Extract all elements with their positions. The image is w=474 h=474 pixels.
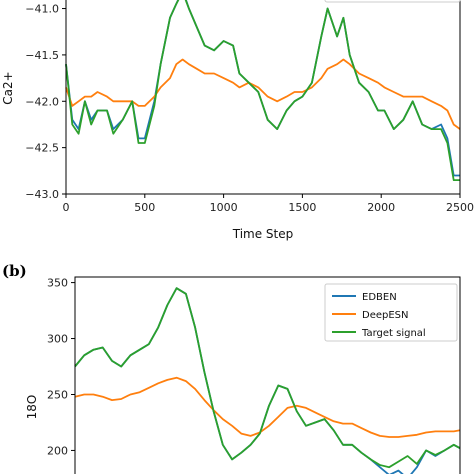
chart-b-series-2-line: [74, 287, 461, 469]
chart-a-xtick-label: 500: [134, 201, 155, 214]
chart-panel-a: 0 500 1000 1500 2000 2500 −43.0 −42.5 −42.0 −41.5…: [1, 0, 474, 241]
chart-b-legend-label-0: EDBEN: [362, 292, 397, 303]
chart-a-series-0-line: [65, 0, 460, 177]
chart-b-axes-frame: [74, 276, 461, 474]
chart-b-ticks: 200 250 300 350: [47, 277, 75, 457]
chart-a-ytick-label: −41.0: [25, 3, 59, 16]
chart-b-series-1-line: [74, 376, 461, 438]
chart-a-ytick-label: −43.0: [25, 188, 59, 201]
chart-b-ytick-label: 350: [47, 277, 68, 290]
chart-b-ytick-label: 200: [47, 444, 68, 457]
chart-a-xtick-label: 2000: [367, 201, 395, 214]
chart-a-xlabel: Time Step: [232, 227, 294, 241]
chart-a-xtick-label: 1500: [288, 201, 316, 214]
chart-b-ytick-label: 300: [47, 333, 68, 346]
chart-a-ytick-label: −42.5: [25, 142, 59, 155]
chart-b-legend-label-1: DeepESN: [362, 310, 409, 321]
chart-a-ytick-label: −42.0: [25, 95, 59, 108]
chart-a-xtick-label: 2500: [446, 201, 474, 214]
chart-a-axes-frame: [65, 0, 461, 195]
chart-a-xtick-label: 0: [63, 201, 70, 214]
chart-a-series-2-line: [65, 0, 460, 181]
chart-b-series-lines: [74, 287, 461, 474]
chart-b-ylabel: 18O: [25, 395, 39, 420]
chart-b-legend: EDBEN DeepESN Target signal: [324, 283, 458, 342]
chart-b-ytick-label: 250: [47, 388, 68, 401]
chart-a-ytick-label: −41.5: [25, 49, 59, 62]
chart-b-legend-label-2: Target signal: [361, 328, 426, 339]
chart-a-legend-box: [324, 0, 461, 3]
chart-a-xtick-label: 1000: [210, 201, 238, 214]
chart-b-panel-label: (b): [2, 262, 27, 280]
chart-b-legend-box: [324, 283, 458, 342]
chart-a-ylabel: Ca2+: [1, 71, 15, 104]
chart-a-ticks: 0 500 1000 1500 2000 2500 −43.0 −42.5 −42.0 −41.5…: [25, 3, 474, 214]
chart-a-series-lines: [65, 0, 461, 181]
chart-panel-b: (b) 200 250 300 350 18O EDBEN DeepESN Target …: [2, 262, 461, 474]
chart-a-series-1-line: [65, 58, 461, 130]
